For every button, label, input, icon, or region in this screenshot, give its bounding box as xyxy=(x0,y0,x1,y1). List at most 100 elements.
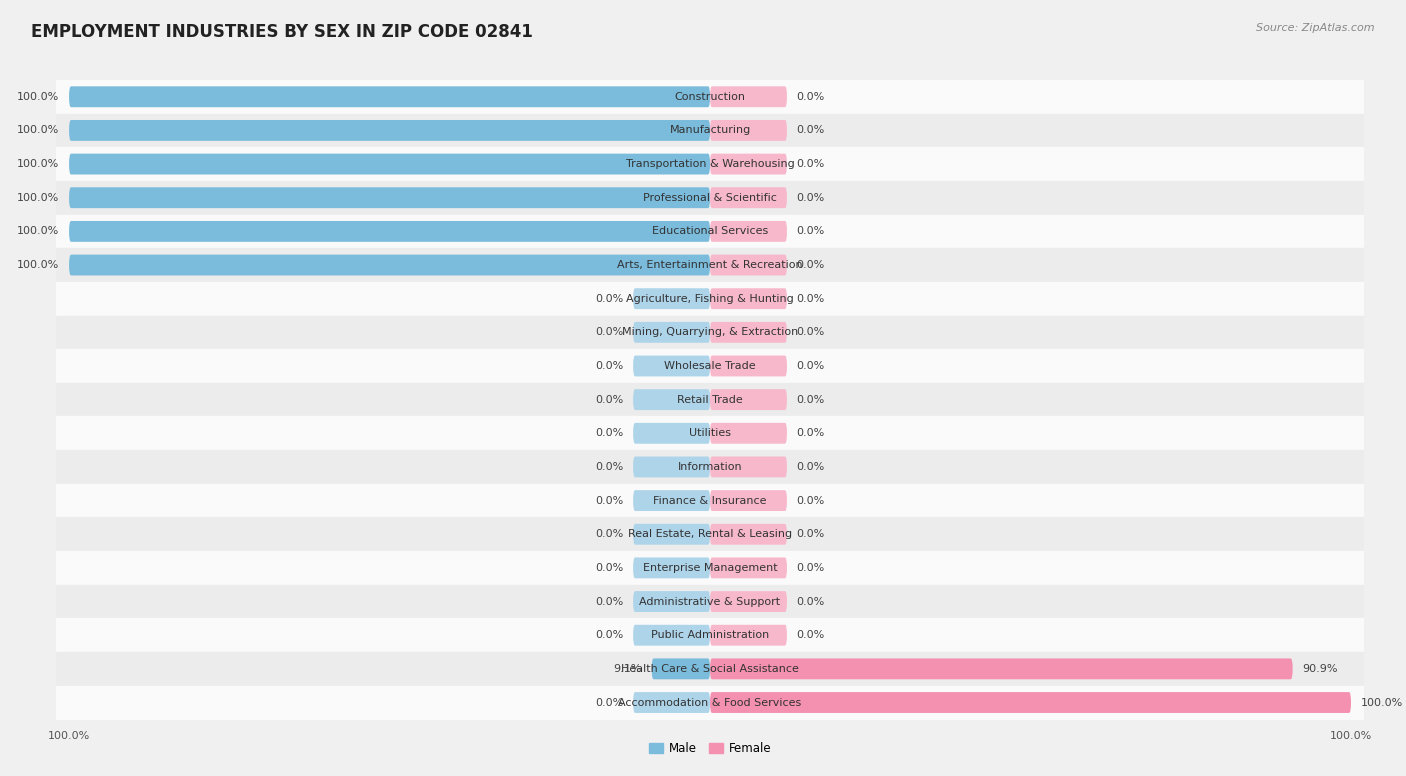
Text: 0.0%: 0.0% xyxy=(797,395,825,404)
Text: 100.0%: 100.0% xyxy=(17,260,59,270)
Text: EMPLOYMENT INDUSTRIES BY SEX IN ZIP CODE 02841: EMPLOYMENT INDUSTRIES BY SEX IN ZIP CODE… xyxy=(31,23,533,41)
Text: Administrative & Support: Administrative & Support xyxy=(640,597,780,607)
Bar xyxy=(56,652,1364,686)
Text: Information: Information xyxy=(678,462,742,472)
Text: 0.0%: 0.0% xyxy=(797,327,825,338)
Text: 100.0%: 100.0% xyxy=(1330,731,1372,741)
FancyBboxPatch shape xyxy=(633,625,710,646)
Text: Accommodation & Food Services: Accommodation & Food Services xyxy=(619,698,801,708)
Text: Mining, Quarrying, & Extraction: Mining, Quarrying, & Extraction xyxy=(621,327,799,338)
Text: 100.0%: 100.0% xyxy=(17,192,59,203)
FancyBboxPatch shape xyxy=(633,591,710,612)
FancyBboxPatch shape xyxy=(710,322,787,343)
Text: 100.0%: 100.0% xyxy=(17,92,59,102)
Text: Arts, Entertainment & Recreation: Arts, Entertainment & Recreation xyxy=(617,260,803,270)
Text: 0.0%: 0.0% xyxy=(595,293,623,303)
Text: 0.0%: 0.0% xyxy=(595,563,623,573)
Text: 100.0%: 100.0% xyxy=(17,126,59,136)
Text: Public Administration: Public Administration xyxy=(651,630,769,640)
FancyBboxPatch shape xyxy=(710,658,1292,679)
FancyBboxPatch shape xyxy=(633,322,710,343)
Bar xyxy=(56,518,1364,551)
Text: 0.0%: 0.0% xyxy=(797,126,825,136)
Bar xyxy=(56,248,1364,282)
Text: Agriculture, Fishing & Hunting: Agriculture, Fishing & Hunting xyxy=(626,293,794,303)
Bar xyxy=(56,383,1364,417)
Text: 100.0%: 100.0% xyxy=(48,731,90,741)
Bar xyxy=(56,147,1364,181)
Text: Educational Services: Educational Services xyxy=(652,227,768,237)
FancyBboxPatch shape xyxy=(710,187,787,208)
Bar xyxy=(56,686,1364,719)
Text: 0.0%: 0.0% xyxy=(595,630,623,640)
FancyBboxPatch shape xyxy=(69,86,710,107)
Text: 0.0%: 0.0% xyxy=(797,529,825,539)
Text: 0.0%: 0.0% xyxy=(797,563,825,573)
Text: 0.0%: 0.0% xyxy=(797,92,825,102)
Text: 0.0%: 0.0% xyxy=(797,260,825,270)
FancyBboxPatch shape xyxy=(69,255,710,275)
Text: 0.0%: 0.0% xyxy=(797,630,825,640)
Bar xyxy=(56,349,1364,383)
Text: Source: ZipAtlas.com: Source: ZipAtlas.com xyxy=(1257,23,1375,33)
Bar xyxy=(56,316,1364,349)
FancyBboxPatch shape xyxy=(710,423,787,444)
FancyBboxPatch shape xyxy=(710,154,787,175)
Bar xyxy=(56,181,1364,214)
Text: 0.0%: 0.0% xyxy=(595,462,623,472)
FancyBboxPatch shape xyxy=(633,692,710,713)
Text: 0.0%: 0.0% xyxy=(595,395,623,404)
Bar xyxy=(56,282,1364,316)
Text: 0.0%: 0.0% xyxy=(595,327,623,338)
Text: 0.0%: 0.0% xyxy=(797,293,825,303)
Text: 100.0%: 100.0% xyxy=(1361,698,1403,708)
FancyBboxPatch shape xyxy=(710,692,1351,713)
FancyBboxPatch shape xyxy=(710,390,787,410)
Text: 100.0%: 100.0% xyxy=(17,227,59,237)
Text: 9.1%: 9.1% xyxy=(613,663,643,674)
FancyBboxPatch shape xyxy=(710,524,787,545)
Legend: Male, Female: Male, Female xyxy=(644,737,776,760)
Text: Finance & Insurance: Finance & Insurance xyxy=(654,496,766,506)
FancyBboxPatch shape xyxy=(633,524,710,545)
Bar xyxy=(56,618,1364,652)
FancyBboxPatch shape xyxy=(652,658,710,679)
Text: Enterprise Management: Enterprise Management xyxy=(643,563,778,573)
Text: 0.0%: 0.0% xyxy=(797,192,825,203)
FancyBboxPatch shape xyxy=(710,355,787,376)
Text: Wholesale Trade: Wholesale Trade xyxy=(664,361,756,371)
Text: Real Estate, Rental & Leasing: Real Estate, Rental & Leasing xyxy=(628,529,792,539)
FancyBboxPatch shape xyxy=(633,390,710,410)
FancyBboxPatch shape xyxy=(710,490,787,511)
Text: 90.9%: 90.9% xyxy=(1302,663,1337,674)
Text: 0.0%: 0.0% xyxy=(595,361,623,371)
FancyBboxPatch shape xyxy=(69,187,710,208)
Text: 0.0%: 0.0% xyxy=(595,529,623,539)
FancyBboxPatch shape xyxy=(633,423,710,444)
Bar xyxy=(56,483,1364,518)
Text: Transportation & Warehousing: Transportation & Warehousing xyxy=(626,159,794,169)
FancyBboxPatch shape xyxy=(69,154,710,175)
Text: 0.0%: 0.0% xyxy=(797,227,825,237)
FancyBboxPatch shape xyxy=(710,255,787,275)
Text: 0.0%: 0.0% xyxy=(595,496,623,506)
FancyBboxPatch shape xyxy=(69,120,710,141)
Text: Manufacturing: Manufacturing xyxy=(669,126,751,136)
Text: Professional & Scientific: Professional & Scientific xyxy=(643,192,778,203)
Text: 0.0%: 0.0% xyxy=(797,496,825,506)
FancyBboxPatch shape xyxy=(710,591,787,612)
FancyBboxPatch shape xyxy=(633,288,710,309)
Bar xyxy=(56,417,1364,450)
Bar xyxy=(56,214,1364,248)
FancyBboxPatch shape xyxy=(710,120,787,141)
Text: Health Care & Social Assistance: Health Care & Social Assistance xyxy=(621,663,799,674)
Text: 0.0%: 0.0% xyxy=(797,462,825,472)
Text: 0.0%: 0.0% xyxy=(797,428,825,438)
Text: Retail Trade: Retail Trade xyxy=(678,395,742,404)
Bar xyxy=(56,585,1364,618)
Text: 0.0%: 0.0% xyxy=(595,698,623,708)
FancyBboxPatch shape xyxy=(710,221,787,242)
Text: 0.0%: 0.0% xyxy=(595,428,623,438)
Text: 0.0%: 0.0% xyxy=(797,361,825,371)
Text: 0.0%: 0.0% xyxy=(797,159,825,169)
